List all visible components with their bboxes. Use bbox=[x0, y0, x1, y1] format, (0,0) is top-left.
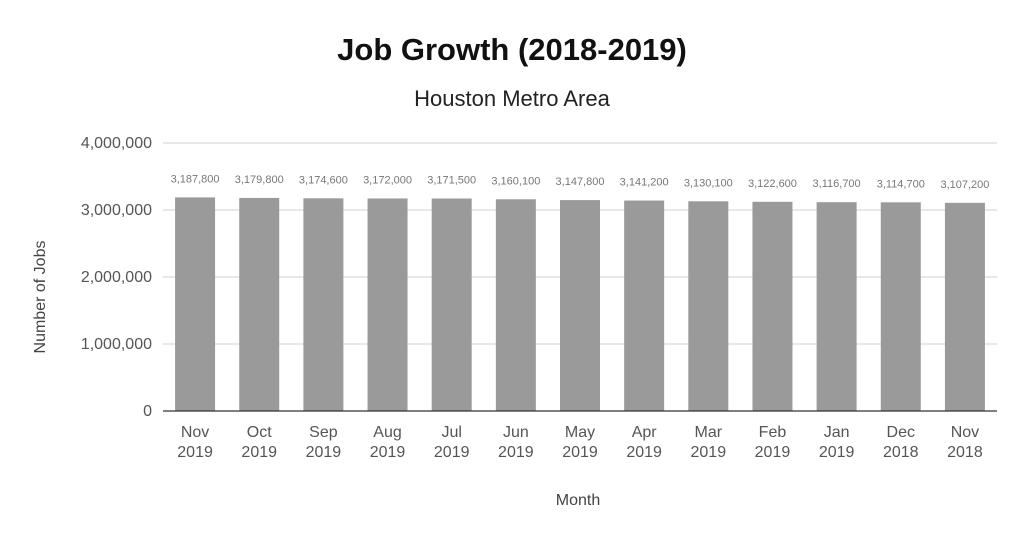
bar bbox=[560, 200, 600, 411]
data-label: 3,171,500 bbox=[427, 175, 476, 187]
x-tick-label: Mar 2019 bbox=[691, 424, 727, 461]
chart-subtitle: Houston Metro Area bbox=[414, 86, 610, 111]
data-label: 3,114,700 bbox=[877, 178, 925, 190]
x-tick-label: Dec 2018 bbox=[883, 424, 919, 461]
x-tick-label: May 2019 bbox=[562, 424, 598, 461]
data-label: 3,172,000 bbox=[363, 174, 412, 186]
x-axis-title: Month bbox=[556, 492, 600, 509]
bar bbox=[175, 197, 216, 411]
bar bbox=[688, 201, 729, 411]
data-label: 3,130,100 bbox=[684, 177, 733, 189]
bars bbox=[175, 197, 985, 411]
x-axis-ticks: Nov 2019 Oct 2019 Sep 2019 Aug 2019 Jul 2019 Jun 20… bbox=[177, 424, 983, 461]
data-label: 3,187,800 bbox=[171, 173, 220, 185]
bar bbox=[495, 199, 536, 411]
x-tick-label: Oct 2019 bbox=[241, 424, 277, 461]
x-tick-label: Jan 2019 bbox=[819, 424, 855, 461]
bar bbox=[816, 202, 857, 411]
bar bbox=[752, 201, 793, 411]
bar bbox=[431, 198, 472, 411]
y-tick-label: 4,000,000 bbox=[81, 135, 152, 152]
x-tick-label: Sep 2019 bbox=[306, 424, 342, 461]
x-tick-label: Aug 2019 bbox=[370, 424, 406, 461]
y-tick-label: 1,000,000 bbox=[81, 336, 152, 353]
x-tick-label: Feb 2019 bbox=[755, 424, 791, 461]
data-label: 3,116,700 bbox=[813, 178, 861, 190]
y-axis-title: Number of Jobs bbox=[32, 241, 49, 354]
data-label: 3,160,100 bbox=[491, 175, 540, 187]
y-tick-label: 3,000,000 bbox=[81, 202, 152, 219]
data-label: 3,179,800 bbox=[235, 174, 284, 186]
data-label: 3,141,200 bbox=[620, 177, 669, 189]
y-axis-ticks: 0 1,000,000 2,000,000 3,000,000 4,000,000 bbox=[81, 135, 152, 420]
data-label: 3,147,800 bbox=[556, 176, 605, 188]
y-tick-label: 2,000,000 bbox=[81, 269, 152, 286]
x-tick-label: Jul 2019 bbox=[434, 424, 470, 461]
data-labels: 3,187,800 3,179,800 3,174,600 3,172,000 3,17… bbox=[171, 173, 990, 190]
x-tick-label: Nov 2018 bbox=[947, 424, 983, 461]
bar bbox=[624, 200, 665, 411]
x-tick-label: Nov 2019 bbox=[177, 424, 213, 461]
chart-title: Job Growth (2018-2019) bbox=[337, 32, 687, 67]
x-tick-label: Apr 2019 bbox=[626, 424, 662, 461]
data-label: 3,122,600 bbox=[748, 178, 797, 190]
bar bbox=[944, 202, 985, 411]
x-tick-label: Jun 2019 bbox=[498, 424, 534, 461]
bar bbox=[880, 202, 921, 411]
y-tick-label: 0 bbox=[143, 403, 152, 420]
bar bbox=[303, 198, 344, 411]
data-label: 3,174,600 bbox=[299, 174, 348, 186]
bar bbox=[239, 197, 280, 411]
bar bbox=[367, 198, 408, 411]
data-label: 3,107,200 bbox=[940, 179, 989, 191]
